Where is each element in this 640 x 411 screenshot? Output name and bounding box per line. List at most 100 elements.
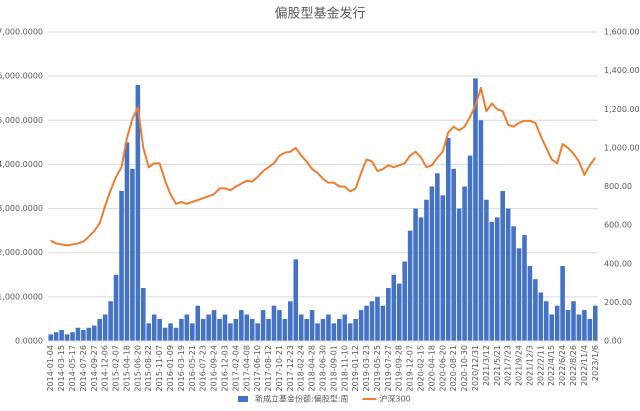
x-tick-label: 2015-04-18	[122, 345, 131, 392]
x-tick-label: 2020/12/31	[471, 345, 480, 391]
bar	[102, 314, 108, 341]
x-tick-label: 2021/5/21	[493, 345, 502, 386]
x-tick-label: 2017-10-21	[275, 345, 284, 392]
x-tick-label: 2021/12/3	[525, 345, 534, 386]
legend-swatch	[238, 396, 248, 402]
y2-tick-label: 1,000.00	[604, 143, 640, 152]
bar	[119, 190, 124, 341]
x-tick-label: 2021/9/24	[515, 345, 524, 386]
bar	[157, 318, 162, 341]
bar	[195, 305, 201, 341]
x-tick-label: 2019-01-12	[351, 345, 360, 392]
bar	[48, 334, 54, 341]
bar	[353, 318, 358, 341]
x-tick-label: 2017-04-08	[242, 345, 251, 392]
bar	[456, 208, 462, 341]
bar	[467, 155, 473, 341]
x-tick-label: 2016-09-24	[210, 345, 219, 392]
bar	[560, 265, 565, 341]
x-tick-label: 2014-07-26	[79, 345, 88, 392]
bar	[500, 190, 505, 341]
bar	[478, 120, 484, 342]
y-tick-label: 7,000.0000	[0, 28, 43, 37]
bar	[113, 274, 119, 341]
x-tick-label: 2020-02-15	[417, 345, 426, 392]
x-tick-label: 2015-08-22	[144, 345, 153, 392]
y2-tick-label: 400.00	[604, 259, 632, 268]
x-tick-label: 2014-09-27	[90, 345, 99, 392]
bar	[108, 301, 113, 341]
bar	[309, 310, 315, 341]
legend-label: 沪深300	[379, 394, 410, 404]
line	[50, 87, 597, 247]
y-tick-label: 4,000.0000	[0, 160, 43, 169]
bar	[587, 318, 593, 341]
x-tick-label: 2019-09-28	[395, 345, 404, 392]
bar	[543, 301, 549, 341]
bar	[435, 173, 440, 341]
bar	[440, 195, 446, 341]
chart-title: 偏股型基金发行	[274, 6, 365, 22]
x-tick-label: 2016-05-21	[188, 345, 197, 392]
bar	[380, 305, 386, 341]
y-tick-label: 0.0000	[15, 337, 43, 346]
bar	[358, 310, 364, 341]
x-tick-label: 2019-12-07	[406, 345, 415, 392]
x-tick-label: 2021/7/23	[504, 345, 513, 386]
bar	[81, 329, 86, 341]
bar	[282, 318, 288, 341]
x-tick-label: 2020-10-30	[460, 345, 469, 392]
y2-tick-label: 200.00	[604, 298, 632, 307]
y2-tick-label: 600.00	[604, 221, 632, 230]
bar	[92, 325, 97, 341]
y2-tick-label: 1,400.00	[604, 66, 640, 75]
x-tick-label: 2015-11-07	[155, 345, 164, 392]
bar	[494, 217, 500, 341]
bar	[473, 78, 478, 341]
bar	[396, 283, 402, 341]
x-tick-label: 2022/6/24	[558, 345, 567, 386]
bar	[179, 318, 184, 341]
bar	[516, 248, 522, 341]
y2-tick-label: 0.00	[604, 337, 622, 346]
bar	[162, 327, 168, 341]
x-tick-label: 2020-08-21	[449, 345, 458, 392]
bar	[233, 318, 239, 341]
bar	[70, 332, 75, 341]
x-tick-label: 2016-01-09	[166, 345, 175, 392]
bar	[549, 314, 554, 341]
x-tick-label: 2014-05-17	[68, 345, 77, 392]
bar	[337, 318, 342, 341]
bar	[386, 288, 391, 341]
bar	[217, 318, 222, 341]
bar	[402, 261, 407, 341]
x-tick-label: 2018-02-24	[297, 345, 306, 392]
bar	[342, 314, 348, 341]
bar	[347, 323, 353, 341]
x-tick-label: 2020-04-18	[427, 345, 436, 392]
bar	[249, 318, 255, 341]
y2-tick-label: 1,200.00	[604, 105, 640, 114]
bar	[53, 332, 59, 341]
bar	[391, 274, 397, 341]
bar	[146, 323, 152, 341]
bar	[168, 323, 173, 341]
bar	[364, 305, 369, 341]
bar	[429, 186, 435, 341]
bar	[75, 327, 81, 341]
x-tick-label: 2022/8/26	[569, 345, 578, 386]
bar	[511, 226, 516, 341]
bar	[135, 84, 141, 341]
bar	[130, 168, 135, 341]
bar	[369, 301, 375, 341]
x-tick-label: 2018-11-10	[340, 345, 349, 392]
y2-tick-label: 800.00	[604, 182, 632, 191]
legend-label: 新成立基金份额:偏股型:周	[255, 394, 348, 404]
bar	[228, 323, 233, 341]
x-tick-label: 2014-01-04	[46, 345, 55, 392]
bar	[97, 318, 103, 341]
bar	[86, 327, 92, 341]
bar	[206, 314, 211, 341]
bar	[592, 305, 598, 341]
bar	[151, 314, 157, 341]
